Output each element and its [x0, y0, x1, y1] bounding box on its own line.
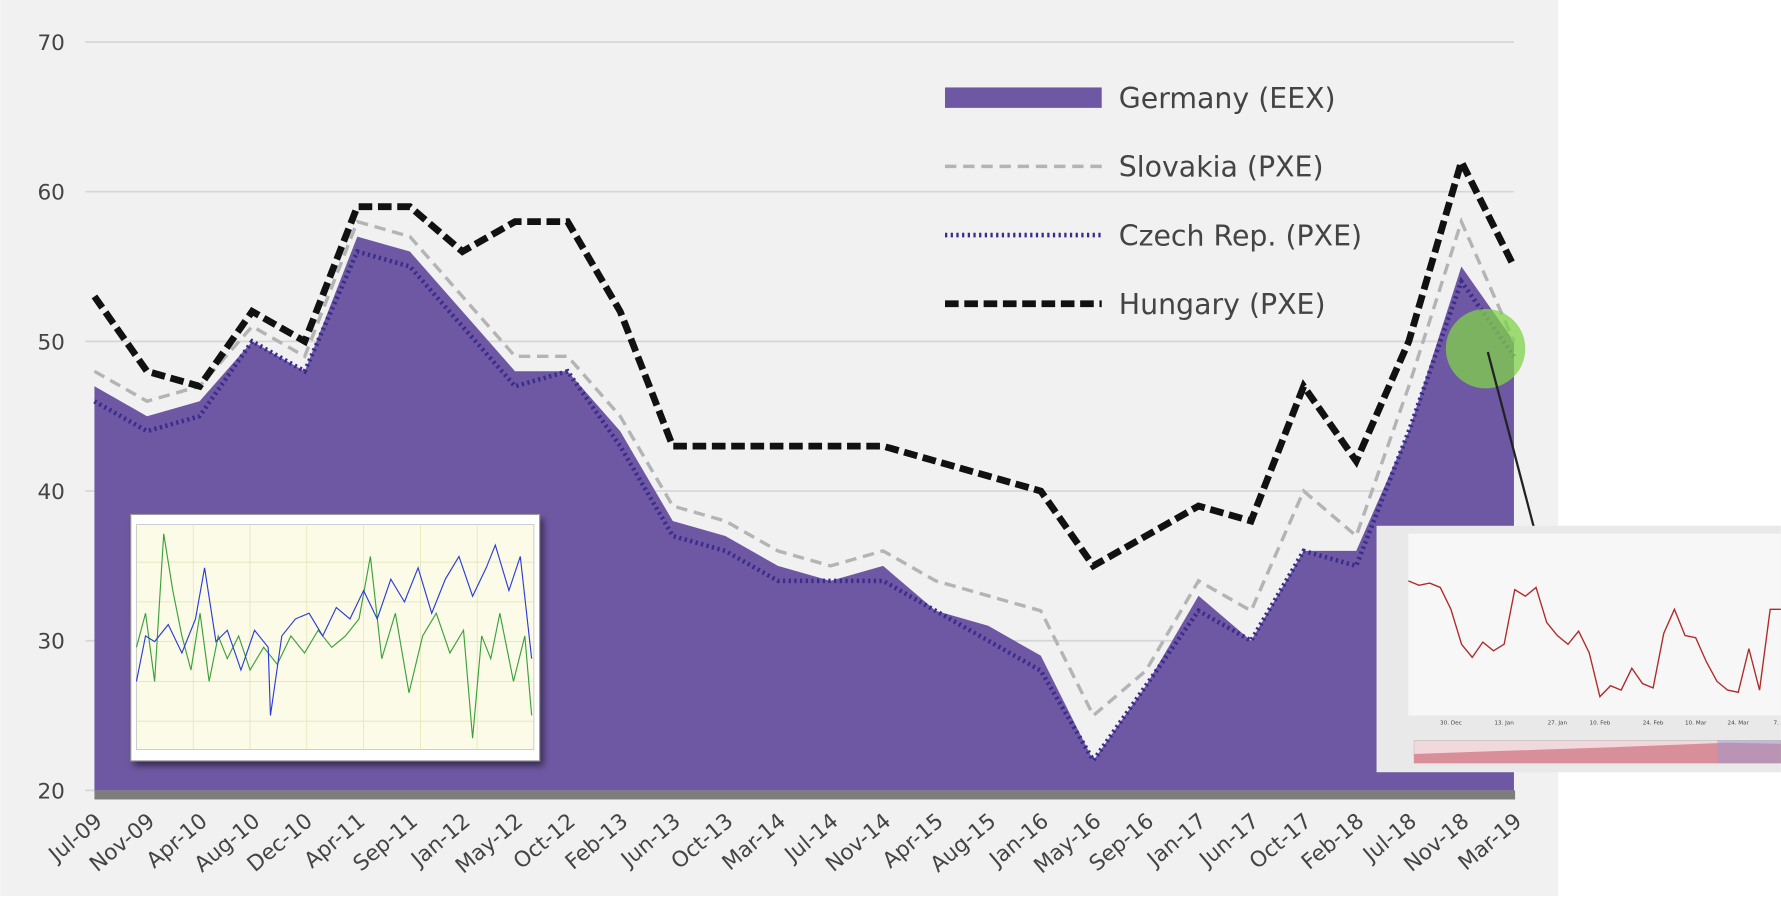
x-tick-label: 30. Dec: [1440, 721, 1462, 727]
x-axis-bar: [94, 790, 1515, 799]
legend-label: Slovakia (PXE): [1119, 151, 1324, 184]
y-tick-label: 60: [37, 181, 64, 206]
y-tick-label: 50: [37, 330, 64, 355]
right-inset: [1377, 526, 1781, 772]
x-tick-label: 10. Feb: [1589, 721, 1610, 727]
legend-label: Hungary (PXE): [1119, 288, 1326, 321]
legend-label: Czech Rep. (PXE): [1119, 219, 1362, 252]
y-tick-label: 30: [37, 630, 64, 655]
y-tick-label: 40: [37, 480, 64, 505]
inset-navigator-window: [1717, 740, 1781, 763]
x-tick-label: 13. Jan: [1494, 721, 1514, 727]
legend-swatch: [945, 87, 1102, 107]
legend-label: Germany (EEX): [1119, 82, 1336, 115]
y-tick-label: 20: [37, 779, 64, 804]
page: {"chart_data": [ {"type": "area-line", "…: [0, 0, 1781, 896]
x-tick-label: 7. Ap: [1773, 721, 1781, 727]
left-inset: [131, 514, 540, 760]
x-tick-label: 24. Feb: [1643, 721, 1664, 727]
highlight-circle: [1446, 309, 1525, 388]
x-tick-label: 10. Mar: [1685, 721, 1707, 727]
x-tick-label: 24. Mar: [1728, 721, 1750, 727]
y-tick-label: 70: [37, 31, 64, 56]
x-tick-label: 27. Jan: [1548, 721, 1568, 727]
chart: 203040506070Jul-09Nov-09Apr-10Aug-10Dec-…: [0, 0, 1781, 896]
